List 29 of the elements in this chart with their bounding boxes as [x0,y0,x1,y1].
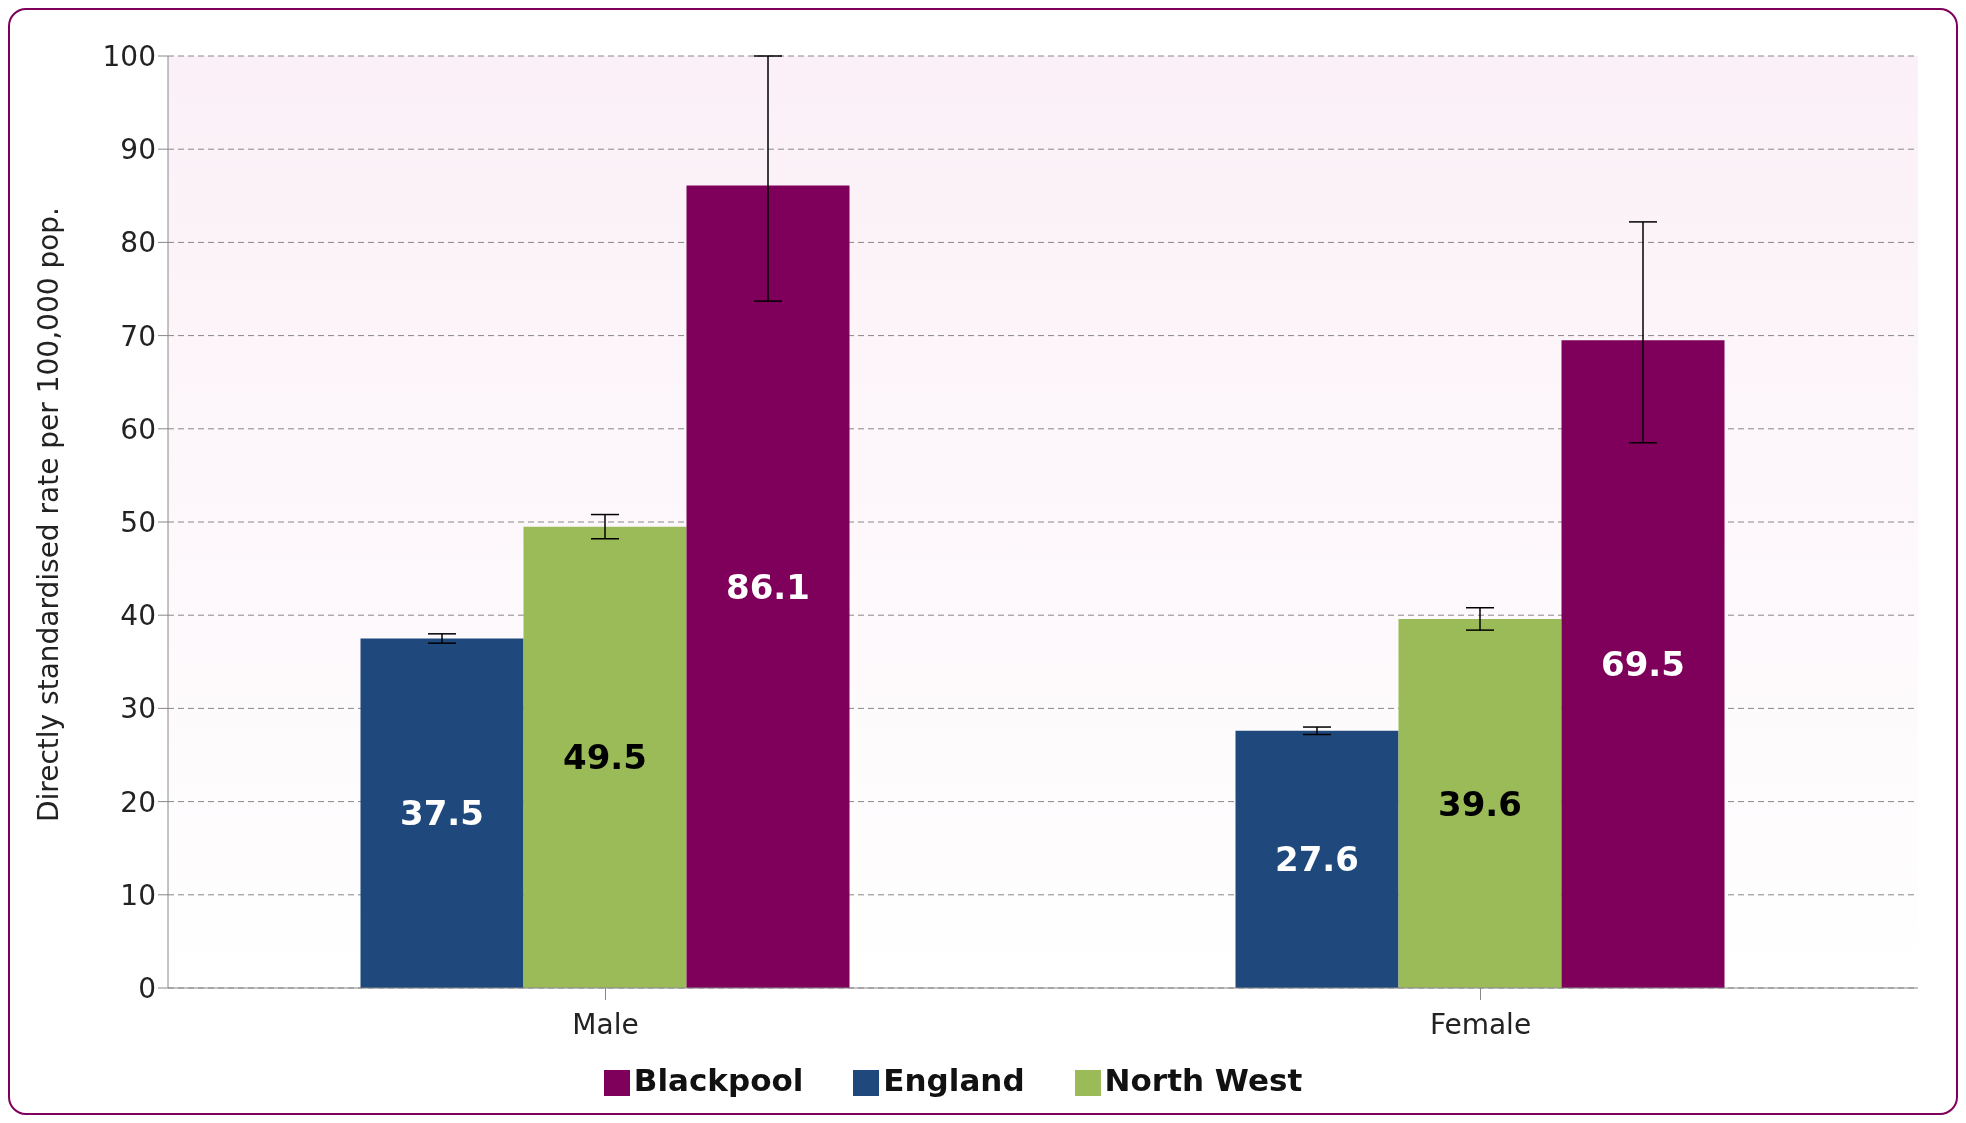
legend-label: Blackpool [633,1062,804,1098]
data-label: 39.6 [1438,783,1522,824]
bar [360,638,524,988]
y-tick-label: 90 [120,133,156,167]
data-label: 69.5 [1601,644,1685,685]
y-tick-label: 60 [120,412,156,446]
y-tick-label: 0 [138,971,156,1005]
bar [1398,618,1562,988]
y-tick-label: 100 [102,39,156,73]
x-tick-label: Female [1429,1007,1532,1041]
bar [686,185,850,988]
data-label: 37.5 [400,793,484,834]
y-tick-label: 20 [120,785,156,819]
y-tick-label: 70 [120,319,156,353]
data-label: 27.6 [1275,839,1359,880]
y-tick-label: 80 [120,226,156,260]
y-tick-label: 30 [120,692,156,726]
bar [1561,340,1725,988]
y-tick-label: 40 [120,599,156,633]
legend-label: England [883,1062,1025,1098]
legend-label: North West [1104,1062,1303,1098]
y-tick-label: 50 [120,505,156,539]
y-tick-label: 10 [120,878,156,912]
bar [523,526,687,988]
x-tick-label: Male [572,1007,639,1041]
data-label: 86.1 [726,566,810,607]
y-axis-title: Directly standardised rate per 100,000 pop. [31,206,65,822]
data-label: 49.5 [563,737,647,778]
bar [1235,730,1399,988]
